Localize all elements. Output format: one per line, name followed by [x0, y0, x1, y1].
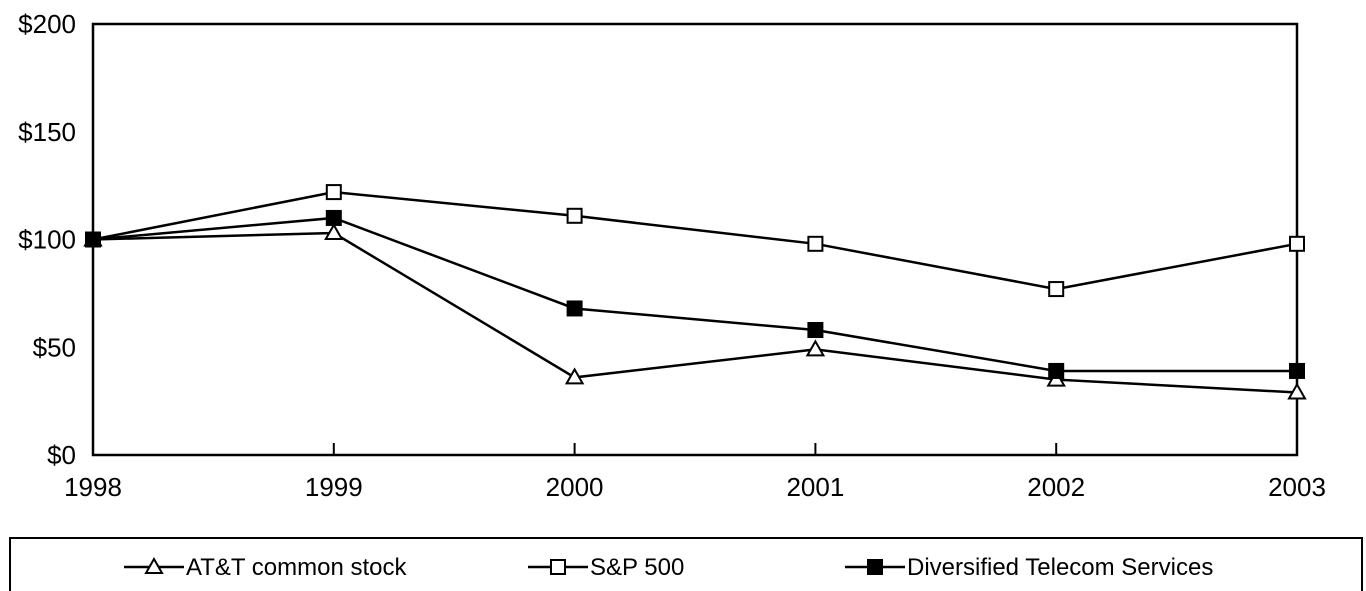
y-tick-label: $200	[18, 9, 76, 39]
data-point	[325, 184, 342, 201]
legend-marker	[144, 556, 164, 574]
series-2-markers	[85, 184, 1305, 298]
series-line	[92, 190, 1298, 291]
x-tick-label: 2003	[1268, 472, 1326, 502]
y-tick-label: $50	[33, 332, 76, 362]
data-point	[807, 322, 824, 339]
legend-box	[9, 537, 1363, 591]
legend-label: S&P 500	[590, 554, 684, 581]
series-3	[92, 216, 1297, 373]
data-point	[1048, 362, 1065, 379]
series-layer	[83, 184, 1307, 400]
series-3-markers	[85, 209, 1305, 379]
data-point	[564, 367, 585, 385]
legend-marker	[550, 559, 566, 575]
legend-item: Diversified Telecom Services	[845, 554, 1213, 581]
series-line	[92, 231, 1298, 394]
series-1	[92, 231, 1298, 394]
y-axis: $0 $50 $100 $150 $200	[18, 9, 76, 470]
data-point	[1048, 281, 1065, 298]
x-tick-label: 1999	[305, 472, 363, 502]
y-tick-label: $0	[47, 440, 76, 470]
series-line	[92, 216, 1297, 373]
legend-label: AT&T common stock	[186, 554, 408, 581]
legend-item: S&P 500	[528, 554, 684, 581]
y-tick-label: $150	[18, 117, 76, 147]
data-point	[324, 223, 344, 241]
data-point	[1289, 235, 1305, 252]
data-point	[807, 235, 824, 252]
x-tick-label: 2000	[546, 472, 604, 502]
plot-area	[91, 22, 1299, 457]
x-tick-label: 2002	[1027, 472, 1085, 502]
legend-label: Diversified Telecom Services	[907, 554, 1213, 581]
x-tick-label: 1998	[64, 472, 122, 502]
data-point	[566, 300, 583, 317]
x-axis: 1998 1999 2000 2001 2002 2003	[64, 443, 1326, 502]
data-point	[1287, 382, 1307, 400]
data-point	[325, 209, 342, 226]
y-tick-label: $100	[18, 225, 76, 255]
data-point	[805, 339, 826, 357]
data-point	[85, 231, 101, 248]
legend-item: AT&T common stock	[124, 554, 408, 581]
series-2	[92, 190, 1298, 291]
series-1-markers	[83, 223, 1307, 400]
x-tick-label: 2001	[786, 472, 844, 502]
data-point	[566, 207, 583, 224]
legend-marker	[867, 559, 883, 575]
legend: AT&T common stock S&P 500 Diversified Tele…	[9, 537, 1363, 591]
data-point	[1289, 362, 1305, 379]
